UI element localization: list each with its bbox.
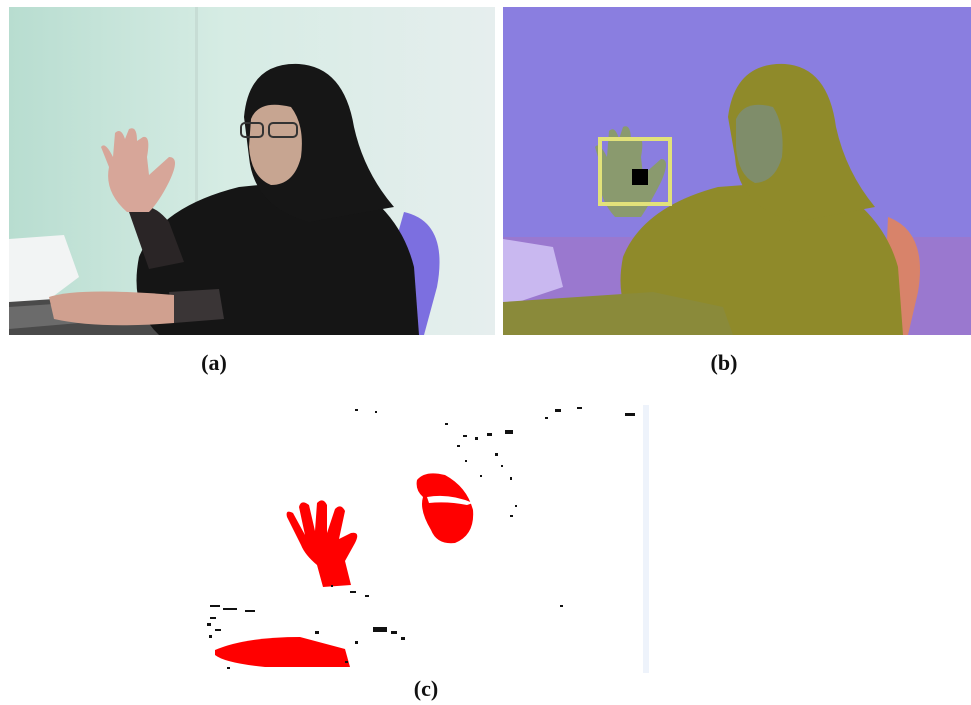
segmentation-panel-c (205, 405, 652, 673)
paper (9, 235, 79, 307)
roi-center-marker (632, 169, 648, 185)
raised-hand-depth (595, 126, 666, 217)
caption-b: (b) (710, 350, 738, 375)
body-depth (620, 179, 903, 335)
caption-a: (a) (201, 350, 227, 375)
raised-hand (101, 128, 175, 212)
forearm-mask (215, 637, 350, 667)
mask-background (205, 405, 652, 673)
roi-box (598, 137, 672, 206)
typing-hand (49, 291, 174, 326)
head-depth (728, 63, 875, 222)
noise-specks (207, 407, 635, 669)
hand-mask (286, 500, 358, 587)
sleeve-raised (129, 206, 184, 269)
face (249, 104, 302, 185)
caption-c: (c) (413, 676, 439, 701)
depth-panel-b (503, 7, 971, 335)
photo-panel-a (9, 7, 495, 335)
face-depth (736, 104, 783, 183)
face-mask (416, 473, 474, 544)
